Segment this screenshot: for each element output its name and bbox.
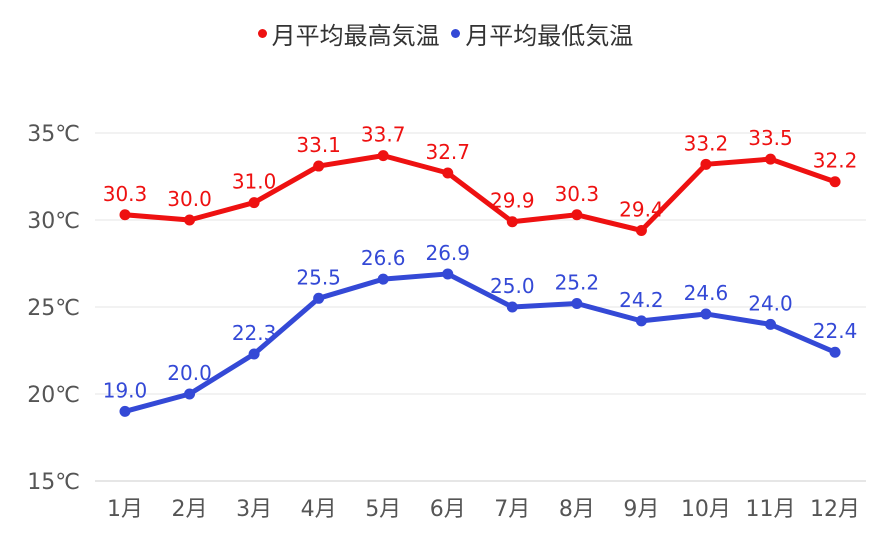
data-label: 25.0 (490, 274, 535, 298)
y-tick-label: 15℃ (27, 470, 80, 495)
legend: 月平均最高気温 月平均最低気温 (0, 16, 891, 51)
data-label: 31.0 (232, 170, 277, 194)
data-point (571, 298, 583, 310)
data-point (635, 224, 647, 236)
data-label: 22.4 (813, 319, 858, 343)
x-tick-label: 8月 (559, 497, 595, 522)
data-point (248, 197, 260, 209)
data-label: 30.3 (555, 182, 600, 206)
legend-label-max: 月平均最高気温 (271, 22, 440, 50)
x-tick-label: 6月 (430, 497, 466, 522)
y-tick-label: 25℃ (27, 296, 80, 321)
x-tick-label: 4月 (301, 497, 337, 522)
legend-marker-min (451, 29, 461, 38)
data-point (635, 315, 647, 327)
legend-label-min: 月平均最低気温 (465, 22, 634, 50)
data-label: 19.0 (103, 378, 148, 402)
data-point (442, 167, 454, 179)
data-label: 20.0 (167, 361, 212, 385)
data-point (700, 308, 712, 320)
data-point (184, 214, 196, 226)
x-tick-label: 5月 (365, 497, 401, 522)
data-label: 33.1 (296, 133, 341, 157)
data-label: 25.5 (296, 265, 341, 289)
series-line-0 (124, 153, 836, 233)
data-label: 29.4 (619, 197, 664, 221)
data-point (829, 176, 841, 188)
data-point (765, 318, 776, 330)
data-label: 25.2 (555, 271, 600, 295)
data-point (377, 150, 389, 162)
data-label: 32.7 (425, 140, 470, 164)
x-tick-label: 12月 (810, 497, 860, 522)
x-tick-label: 3月 (236, 497, 272, 522)
data-label: 29.9 (490, 189, 535, 213)
data-point (829, 346, 841, 358)
x-tick-label: 7月 (494, 497, 530, 522)
data-label: 26.6 (361, 246, 406, 270)
data-point (184, 388, 196, 400)
data-label: 24.0 (748, 291, 793, 315)
data-label: 24.2 (619, 288, 664, 312)
data-point (248, 348, 260, 360)
y-tick-label: 35℃ (27, 122, 80, 147)
data-label: 33.2 (684, 131, 729, 155)
data-label: 30.0 (167, 187, 212, 211)
data-label: 30.3 (103, 182, 148, 206)
data-point (313, 292, 325, 304)
data-label: 32.2 (813, 149, 858, 173)
data-point (506, 301, 518, 313)
data-label: 33.7 (361, 123, 406, 147)
y-tick-label: 30℃ (27, 209, 80, 234)
legend-item-min[interactable]: 月平均最低気温 (451, 16, 633, 51)
y-tick-label: 20℃ (27, 383, 80, 408)
x-tick-label: 10月 (681, 497, 731, 522)
data-point (119, 405, 131, 417)
legend-marker-max (257, 29, 267, 38)
data-point (700, 158, 712, 170)
x-tick-label: 11月 (746, 497, 796, 522)
x-tick-label: 1月 (107, 497, 143, 522)
data-label: 22.3 (232, 321, 277, 345)
data-point (765, 153, 776, 165)
data-label: 33.5 (748, 126, 793, 150)
data-label: 26.9 (425, 241, 470, 265)
data-point (571, 209, 583, 221)
legend-item-max[interactable]: 月平均最高気温 (257, 16, 440, 51)
data-point (442, 268, 454, 280)
x-tick-label: 9月 (623, 497, 659, 522)
data-point (506, 216, 518, 228)
data-point (313, 160, 325, 172)
data-point (377, 273, 389, 285)
data-point (119, 209, 131, 221)
series-line-1 (124, 271, 837, 414)
x-tick-label: 2月 (172, 497, 208, 522)
data-label: 24.6 (684, 281, 729, 305)
